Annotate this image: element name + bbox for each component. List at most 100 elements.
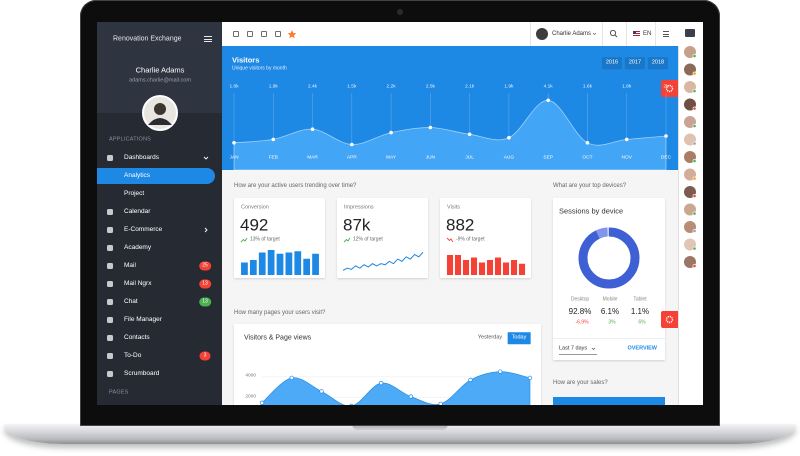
stat-change: 13% of target (250, 236, 280, 243)
contact-status (692, 246, 697, 251)
laptop-notch (352, 424, 448, 430)
toolbar-separator (655, 22, 656, 46)
menu-icon (107, 281, 113, 287)
visitors-subtitle: Unique visitors by month (232, 65, 287, 72)
pages-point (527, 375, 533, 380)
trend-arrow (446, 237, 454, 243)
visitors-month: AUG (503, 155, 515, 161)
toolbar-shortcut[interactable] (247, 31, 253, 37)
menu-item[interactable]: File Manager (124, 315, 162, 323)
year-button[interactable]: 2016 (601, 57, 623, 69)
settings-button[interactable] (661, 311, 678, 328)
menu-item[interactable]: Analytics (124, 171, 151, 179)
menu-toggle-bar[interactable] (204, 41, 212, 43)
toolbar-separator (530, 22, 531, 46)
sales-card-header (553, 397, 665, 405)
pages-point (378, 380, 384, 386)
visitors-point (664, 134, 668, 138)
settings-icon (665, 84, 674, 93)
visitors-value-label: 4.1k (543, 84, 553, 90)
stat-value: 882 (446, 215, 475, 235)
list-icon-bar[interactable] (663, 36, 669, 37)
stat-value: 87k (343, 215, 371, 235)
stat-card (337, 198, 428, 278)
menu-item[interactable]: Project (124, 189, 145, 197)
list-icon-bar[interactable] (663, 31, 669, 32)
pages-point (468, 377, 473, 383)
pages-point (498, 369, 503, 374)
year-button[interactable]: 2017 (624, 57, 646, 69)
toolbar-shortcut[interactable] (233, 31, 239, 37)
devices-card (553, 198, 665, 360)
spark-bar (470, 257, 478, 275)
visitors-point (624, 137, 629, 142)
pages-question: How many pages your users visit? (234, 310, 326, 316)
toolbar-shortcut[interactable] (261, 31, 267, 37)
caret (591, 347, 596, 351)
y-tick-label: 4000 (245, 373, 256, 379)
menu-item[interactable]: To-Do (124, 351, 142, 359)
pages-area (261, 371, 531, 405)
visitors-point (232, 141, 236, 145)
visitors-point (271, 137, 276, 142)
range-button[interactable]: Today (507, 332, 531, 344)
menu-item[interactable]: Mail (124, 261, 136, 269)
visitors-month: JAN (229, 155, 239, 161)
contact-status (692, 159, 697, 163)
visitors-value-label: 1.9k (504, 84, 514, 90)
visitors-month: FEB (268, 155, 278, 161)
menu-item[interactable]: Chat (124, 297, 138, 305)
menu-item[interactable]: E-Commerce (124, 225, 163, 233)
visitors-month: NOV (621, 155, 632, 161)
visitors-value-label: 1.5k (347, 84, 357, 90)
devices-divider (553, 338, 665, 339)
contact-status (692, 211, 697, 216)
visitors-month: APR (346, 155, 357, 161)
settings-button[interactable] (661, 80, 678, 97)
visitors-value-label: 2.1k (465, 84, 475, 90)
menu-item[interactable]: Calendar (124, 207, 151, 215)
pages-point (289, 375, 294, 380)
spark-bar (258, 252, 266, 275)
visitors-value-label: 2k (663, 84, 669, 90)
spark-bar (462, 260, 470, 275)
toolbar-shortcut[interactable] (275, 31, 281, 37)
year-button[interactable]: 2018 (647, 57, 669, 69)
language[interactable]: EN (643, 31, 652, 37)
visitors-point (389, 130, 393, 135)
menu-toggle-bar[interactable] (204, 36, 212, 38)
spark-bar (294, 251, 302, 275)
device-change: -6.9% (575, 319, 589, 326)
chevron (203, 156, 209, 160)
menu-item[interactable]: Contacts (124, 333, 150, 341)
menu-icon (107, 317, 113, 323)
toolbar-separator (626, 22, 627, 46)
app-title: Renovation Exchange (113, 35, 182, 43)
menu-icon (107, 353, 113, 359)
menu-item[interactable]: Academy (124, 243, 152, 251)
menu-toggle-bar[interactable] (204, 38, 212, 40)
stat-title: Conversion (241, 204, 269, 211)
menu-item[interactable]: Dashboards (124, 153, 160, 161)
menu-item[interactable]: Scrumboard (124, 369, 160, 377)
period-select[interactable]: Last 7 days (559, 345, 588, 352)
menu-item[interactable]: Mail Ngrx (124, 279, 152, 287)
chat-icon[interactable] (685, 29, 695, 37)
menu-icon (107, 335, 113, 341)
overlay-graphics (142, 28, 697, 405)
contact-status (692, 229, 697, 233)
visitors-value-label: 1.6k (582, 84, 592, 90)
overview-link[interactable]: OVERVIEW (627, 345, 657, 352)
contact-status (692, 106, 697, 111)
toolbar-user[interactable]: Charlie Adams (552, 31, 592, 37)
spark-bar (478, 262, 486, 275)
stat-value: 492 (240, 215, 269, 235)
spark-bar (494, 257, 502, 275)
laptop-base (4, 424, 796, 444)
menu-item-active[interactable] (97, 168, 215, 184)
range-button[interactable]: Yesterday (477, 334, 503, 341)
contact-status (692, 264, 697, 268)
visitors-value-label: 1.6k (229, 84, 239, 90)
list-icon-bar[interactable] (663, 33, 669, 35)
visitors-point (350, 142, 354, 147)
